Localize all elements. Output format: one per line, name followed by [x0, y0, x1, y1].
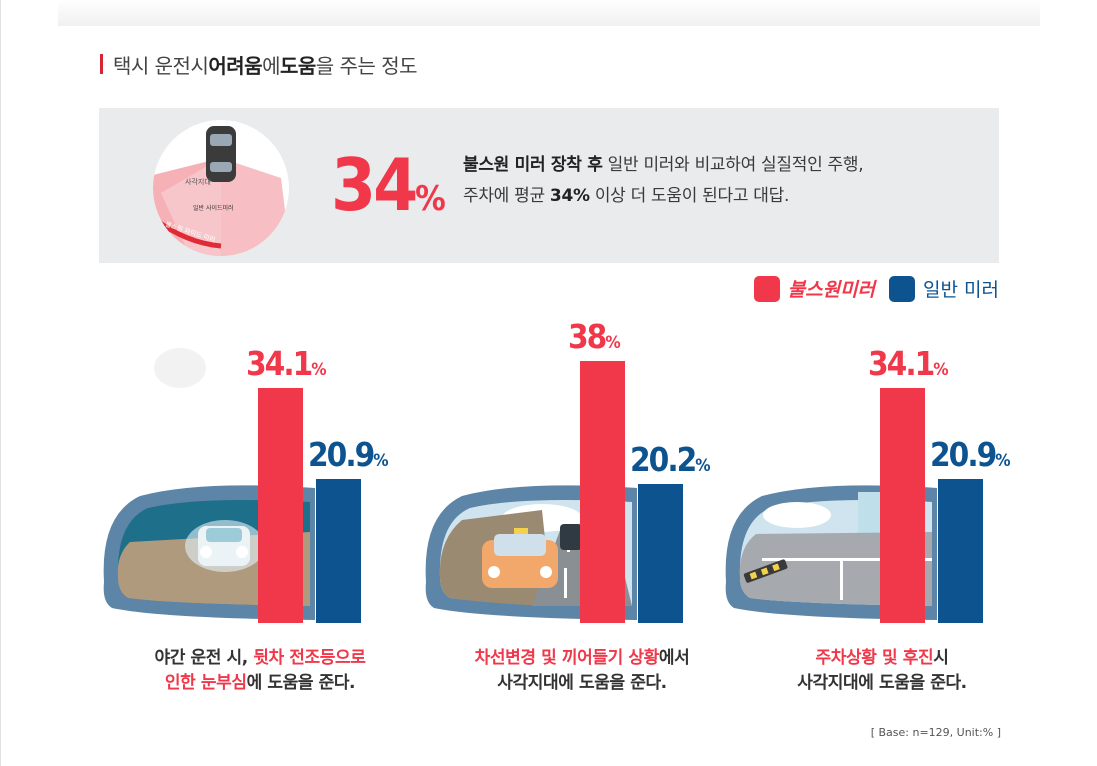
caption-parking-line1-b: 시	[933, 648, 949, 668]
summary-line2: 주차에 평균 34% 이상 더 도움이 된다고 대답.	[463, 181, 983, 212]
summary-line2-a: 주차에 평균	[463, 186, 550, 206]
caption-night-line2-b: 에 도움을 준다.	[246, 673, 356, 693]
caption-night-line2-hl: 인한 눈부심	[164, 673, 247, 693]
legend-swatch-normal	[889, 275, 916, 302]
caption-lane-line1-hl: 차선변경 및 끼어들기 상황	[474, 648, 660, 668]
bar-bullsone	[258, 387, 303, 623]
legend-label-bullsone: 불스원미러	[787, 279, 876, 301]
summary-box: 사각지대 일반 사이드미러 불스원 와이드 미러 34% 불스원 미러 장착 후…	[99, 108, 999, 263]
legend-item-bullsone: 불스원미러	[753, 275, 876, 302]
chart-group-parking: 34.1% 20.9% 주차상황 및 후진시 사각지대에 도움을 준다.	[722, 310, 1042, 730]
bar-label-normal: 20.2%	[630, 440, 711, 479]
bar-unit-normal: %	[695, 455, 711, 476]
summary-text: 불스원 미러 장착 후 일반 미러와 비교하여 실질적인 주행, 주차에 평균 …	[463, 150, 983, 212]
page-title: 택시 운전시 어려움 에 도움 을 주는 정도	[100, 50, 418, 78]
bar-bullsone	[580, 361, 625, 623]
mirror-view-diagram: 사각지대 일반 사이드미러 불스원 와이드 미러	[153, 120, 289, 256]
title-part1: 택시 운전시	[113, 53, 209, 78]
caption-lane-line1-b: 에서	[658, 648, 690, 668]
bar-value-bullsone: 38	[568, 317, 607, 356]
bar-normal	[316, 478, 361, 623]
summary-line1-rest: 일반 미러와 비교하여 실질적인 주행,	[602, 155, 864, 175]
bar-value-normal: 20.9	[308, 434, 375, 474]
title-part2: 에	[262, 53, 280, 78]
bar-unit-normal: %	[995, 450, 1011, 471]
bar-label-bullsone: 34.1%	[868, 344, 949, 383]
bar-label-normal: 20.9%	[930, 435, 1011, 474]
average-improvement-value: 34%	[331, 140, 446, 230]
bar-unit-normal: %	[373, 450, 389, 471]
legend-label-normal: 일반 미러	[923, 279, 999, 301]
caption-parking-line2-b: 사각지대에 도움을 준다.	[797, 673, 967, 693]
chart-group-night: 34.1% 20.9% 야간 운전 시, 뒷차 전조등으로 인한 눈부심에 도움…	[100, 310, 420, 730]
summary-line2-bold: 34%	[549, 186, 590, 206]
bar-normal	[938, 478, 983, 623]
top-shadow	[58, 0, 1040, 26]
bar-bullsone	[880, 387, 925, 623]
summary-line1: 불스원 미러 장착 후 일반 미러와 비교하여 실질적인 주행,	[463, 150, 983, 181]
big-value: 34	[331, 143, 418, 227]
bar-unit-bullsone: %	[933, 359, 949, 380]
title-bold1: 어려움	[208, 53, 263, 78]
title-marker	[100, 54, 103, 74]
caption-lane-line2-b: 사각지대에 도움을 준다.	[497, 673, 667, 693]
base-note: [ Base: n=129, Unit:% ]	[870, 726, 1001, 739]
bar-unit-bullsone: %	[311, 359, 327, 380]
bar-value-bullsone: 34.1	[868, 343, 935, 383]
caption-parking-line1-hl: 주차상황 및 후진	[815, 648, 934, 668]
caption-parking: 주차상황 및 후진시 사각지대에 도움을 준다.	[722, 646, 1042, 696]
title-bold2: 도움	[279, 53, 316, 78]
bar-label-bullsone: 38%	[568, 317, 621, 356]
bar-value-normal: 20.9	[930, 434, 997, 474]
bar-value-normal: 20.2	[630, 439, 697, 479]
summary-line2-b: 이상 더 도움이 된다고 대답.	[589, 186, 790, 206]
bar-normal	[638, 483, 683, 623]
caption-night-line1-a: 야간 운전 시,	[154, 648, 254, 668]
caption-night-line1-hl: 뒷차 전조등으로	[253, 648, 366, 668]
bar-value-bullsone: 34.1	[246, 343, 313, 383]
legend-swatch-bullsone	[753, 275, 780, 302]
normal-mirror-label: 일반 사이드미러	[193, 204, 234, 212]
title-part3: 을 주는 정도	[315, 53, 418, 78]
left-border	[0, 0, 1, 766]
summary-line1-bold: 불스원 미러 장착 후	[463, 155, 603, 175]
chart-legend: 불스원미러 일반 미러	[740, 275, 999, 302]
caption-lane-change: 차선변경 및 끼어들기 상황에서 사각지대에 도움을 준다.	[422, 646, 742, 696]
bar-label-normal: 20.9%	[308, 435, 389, 474]
big-unit: %	[415, 179, 446, 219]
bar-unit-bullsone: %	[605, 333, 621, 353]
caption-night: 야간 운전 시, 뒷차 전조등으로 인한 눈부심에 도움을 준다.	[100, 646, 420, 696]
blind-spot-label: 사각지대	[185, 177, 211, 186]
legend-item-normal: 일반 미러	[889, 275, 999, 302]
bar-label-bullsone: 34.1%	[246, 344, 327, 383]
chart-group-lane-change: 38% 20.2% 차선변경 및 끼어들기 상황에서 사각지대에 도움을 준다.	[422, 310, 742, 730]
